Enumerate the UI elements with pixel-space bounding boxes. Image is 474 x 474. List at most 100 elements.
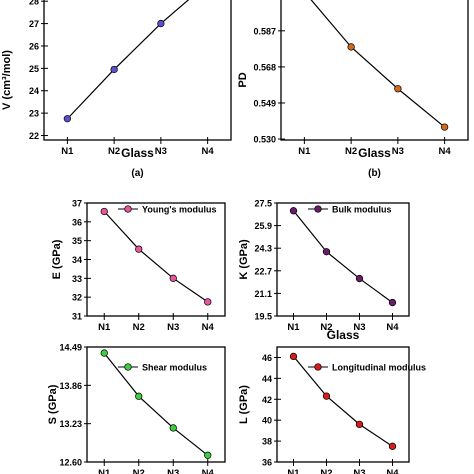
x-tick-label: N4: [202, 146, 215, 157]
x-tick-label: N1: [287, 322, 300, 333]
y-tick-label: 32: [72, 293, 82, 303]
plot-frame: [43, 0, 232, 141]
data-point-n3: [394, 85, 402, 93]
data-point-n1: [289, 207, 298, 215]
series-line: [103, 211, 209, 303]
legend: Young's modulus: [118, 205, 216, 215]
y-tick-label: 19.5: [254, 312, 272, 322]
x-tick-label: N2: [133, 468, 145, 474]
y-tick-label: 21.1: [254, 289, 272, 299]
y-axis-label: K (GPa): [238, 239, 250, 280]
data-point-n3: [355, 274, 364, 283]
y-tick-label: 25.9: [254, 221, 272, 231]
x-tick-label: N1: [61, 146, 74, 157]
y-tick-label: 25: [29, 64, 39, 74]
data-point-n2: [135, 392, 143, 400]
x-axis-label: Glass: [358, 146, 391, 160]
series-line: [293, 356, 393, 447]
plot-frame: [86, 346, 226, 463]
legend-marker: [314, 205, 322, 213]
y-tick-label: 28: [29, 0, 39, 7]
data-point-n1: [63, 115, 72, 123]
y-tick-label: 31: [72, 312, 82, 322]
x-tick-label: N2: [108, 146, 120, 157]
data-point-n4: [388, 298, 397, 307]
panel-caption: (a): [131, 168, 143, 179]
y-tick-label: 27: [29, 19, 39, 29]
x-tick-label: N3: [353, 322, 365, 333]
x-tick-label: N3: [167, 322, 179, 333]
panel-pd: 0.530 0.549 0.568 0.587 N1 N2 N3 N4 PD Glass (b): [237, 0, 469, 179]
data-point-n4: [388, 442, 397, 450]
y-tick-label: 22: [29, 131, 39, 141]
y-tick-label: 46: [262, 353, 272, 363]
panel-l: 36 38 40 42 44 46 N1 N2 N3 N4 L (GPa) Longitudinal …: [238, 346, 426, 474]
y-axis-label: S (GPa): [47, 384, 59, 424]
x-tick-label: N1: [98, 322, 111, 333]
legend-label: Bulk modulus: [332, 205, 392, 215]
data-point-n3: [169, 274, 177, 282]
y-tick-label: 13.86: [59, 381, 82, 391]
y-tick-label: 24: [29, 86, 39, 96]
data-point-n4: [204, 298, 212, 306]
x-axis-label: Glass: [121, 146, 154, 160]
y-tick-label: 33: [72, 274, 82, 284]
x-tick-label: N2: [345, 146, 357, 157]
y-tick-label: 36: [262, 458, 272, 468]
series-line: [293, 210, 393, 304]
data-point-n3: [169, 424, 177, 432]
y-tick-label: 27.5: [254, 199, 272, 209]
data-point-n4: [440, 123, 449, 131]
data-point-n1: [100, 349, 108, 357]
x-tick-label: N3: [155, 146, 167, 157]
y-tick-label: 42: [262, 395, 272, 405]
x-tick-label: N4: [386, 468, 399, 474]
data-point-n3: [157, 19, 165, 28]
x-tick-label: N1: [298, 146, 311, 157]
y-tick-label: 0.530: [253, 135, 276, 145]
x-tick-label: N4: [386, 322, 399, 333]
data-point-n2: [322, 392, 331, 400]
x-tick-label: N4: [202, 468, 215, 474]
data-point-n3: [355, 420, 364, 429]
y-tick-label: 22.7: [254, 266, 272, 276]
y-axis-label: E (GPa): [51, 239, 63, 279]
legend-marker: [124, 205, 132, 213]
y-tick-label: 13.23: [59, 419, 82, 429]
panel-v: 22 23 24 25 26 27 28 N1 N2 N3 N4 V (cm³/mol) Glass (a…: [1, 0, 232, 179]
x-tick-label: N1: [287, 468, 300, 474]
x-tick-label: N4: [202, 322, 215, 333]
data-point-n2: [110, 65, 118, 74]
series-line: [310, 0, 446, 128]
plot-frame: [280, 0, 469, 141]
y-axis-label: PD: [237, 72, 249, 87]
y-tick-label: 36: [72, 217, 82, 227]
x-axis-label: Glass: [327, 328, 360, 342]
y-axis-label: V (cm³/mol): [1, 50, 13, 110]
y-tick-label: 24.3: [254, 244, 272, 254]
panel-caption: (b): [368, 168, 381, 179]
data-point-n2: [135, 245, 143, 253]
y-tick-label: 38: [262, 437, 272, 447]
x-tick-label: N3: [353, 468, 365, 474]
series-line: [66, 0, 190, 120]
legend-label: Young's modulus: [142, 205, 216, 215]
y-tick-label: 0.568: [253, 62, 276, 72]
legend: Shear modulus: [118, 363, 207, 373]
panel-k: 19.5 21.1 22.7 24.3 25.9 27.5 N1 N2 N3 N4 K (GPa) G…: [238, 199, 410, 342]
y-tick-label: 12.60: [59, 458, 82, 468]
legend: Bulk modulus: [308, 205, 392, 215]
x-tick-label: N1: [98, 468, 111, 474]
data-point-n1: [100, 207, 108, 216]
data-point-n2: [347, 43, 355, 51]
legend-marker: [124, 363, 132, 371]
y-tick-label: 26: [29, 41, 39, 51]
panel-s: 12.60 13.23 13.86 14.49 N1 N2 N3 N4 S (GPa) Shear…: [47, 343, 226, 474]
y-tick-label: 35: [72, 236, 82, 246]
legend-label: Longitudinal modulus: [332, 363, 426, 373]
panel-e: 31 32 33 34 35 36 37 N1 N2 N3 N4 E (GPa) Young's mod…: [51, 199, 226, 333]
y-tick-label: 14.49: [59, 343, 82, 353]
y-axis-label: L (GPa): [238, 385, 250, 424]
plot-frame: [276, 202, 410, 317]
